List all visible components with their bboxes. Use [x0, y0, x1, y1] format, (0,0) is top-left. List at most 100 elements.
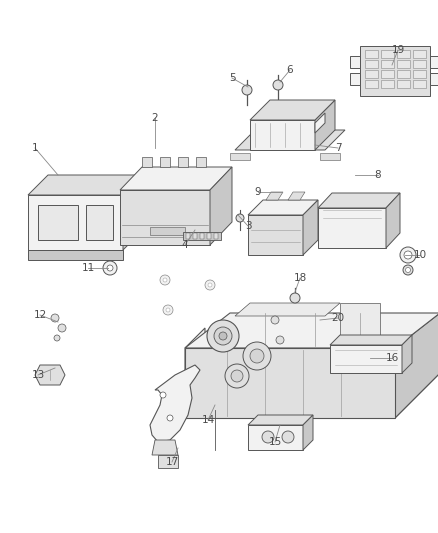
- Polygon shape: [35, 365, 65, 385]
- Bar: [413, 50, 426, 58]
- Circle shape: [276, 336, 284, 344]
- Text: 12: 12: [33, 310, 46, 320]
- Polygon shape: [320, 153, 340, 160]
- Polygon shape: [315, 100, 335, 150]
- Polygon shape: [196, 157, 206, 167]
- Polygon shape: [288, 192, 305, 200]
- Polygon shape: [158, 455, 178, 468]
- Polygon shape: [160, 157, 170, 167]
- Polygon shape: [350, 73, 360, 85]
- Polygon shape: [295, 332, 345, 360]
- Circle shape: [54, 335, 60, 341]
- Circle shape: [51, 314, 59, 322]
- Text: 1: 1: [32, 143, 38, 153]
- Text: 15: 15: [268, 437, 282, 447]
- Polygon shape: [178, 157, 188, 167]
- Polygon shape: [28, 250, 123, 260]
- Circle shape: [273, 80, 283, 90]
- Circle shape: [400, 247, 416, 263]
- Circle shape: [219, 332, 227, 340]
- Polygon shape: [28, 175, 143, 195]
- Circle shape: [231, 370, 243, 382]
- Circle shape: [214, 327, 232, 345]
- Circle shape: [236, 214, 244, 222]
- Bar: [381, 50, 394, 58]
- Polygon shape: [150, 365, 200, 442]
- Polygon shape: [248, 215, 303, 255]
- Bar: [186, 233, 190, 239]
- Text: 8: 8: [374, 170, 381, 180]
- Text: 18: 18: [293, 273, 307, 283]
- Polygon shape: [350, 56, 360, 68]
- Text: 6: 6: [287, 65, 293, 75]
- Polygon shape: [303, 415, 313, 450]
- Polygon shape: [250, 100, 335, 120]
- Circle shape: [225, 364, 249, 388]
- Bar: [150, 227, 185, 235]
- Polygon shape: [250, 120, 315, 150]
- Polygon shape: [28, 195, 123, 250]
- Circle shape: [163, 278, 167, 282]
- Polygon shape: [235, 130, 345, 150]
- Circle shape: [205, 280, 215, 290]
- Polygon shape: [330, 345, 402, 373]
- Polygon shape: [248, 415, 313, 425]
- Polygon shape: [248, 200, 318, 215]
- Text: 7: 7: [335, 143, 341, 153]
- Circle shape: [167, 415, 173, 421]
- Polygon shape: [235, 303, 340, 316]
- Circle shape: [404, 251, 412, 259]
- Text: 16: 16: [385, 353, 399, 363]
- Bar: [207, 233, 211, 239]
- Circle shape: [282, 431, 294, 443]
- Polygon shape: [303, 200, 318, 255]
- Text: 13: 13: [32, 370, 45, 380]
- Bar: [381, 60, 394, 68]
- Text: 9: 9: [254, 187, 261, 197]
- Polygon shape: [395, 313, 438, 418]
- Bar: [214, 233, 218, 239]
- Polygon shape: [430, 73, 438, 85]
- Bar: [193, 233, 197, 239]
- Polygon shape: [430, 56, 438, 68]
- Bar: [365, 70, 378, 78]
- Circle shape: [262, 431, 274, 443]
- Polygon shape: [86, 205, 113, 240]
- Bar: [397, 50, 410, 58]
- Text: 3: 3: [245, 221, 251, 231]
- Polygon shape: [185, 328, 205, 408]
- Polygon shape: [185, 373, 438, 418]
- Polygon shape: [142, 157, 152, 167]
- Circle shape: [271, 316, 279, 324]
- Polygon shape: [318, 193, 400, 208]
- Bar: [365, 60, 378, 68]
- Text: 19: 19: [392, 45, 405, 55]
- Circle shape: [242, 85, 252, 95]
- Polygon shape: [123, 175, 143, 250]
- Text: 5: 5: [229, 73, 235, 83]
- Text: 14: 14: [201, 415, 215, 425]
- Polygon shape: [340, 303, 380, 336]
- Polygon shape: [315, 113, 325, 133]
- Polygon shape: [230, 153, 250, 160]
- Circle shape: [107, 265, 113, 271]
- Polygon shape: [330, 335, 412, 345]
- Polygon shape: [318, 208, 386, 248]
- Polygon shape: [295, 320, 357, 332]
- Bar: [183, 232, 221, 240]
- Text: 20: 20: [332, 313, 345, 323]
- Bar: [413, 80, 426, 88]
- Text: 2: 2: [152, 113, 158, 123]
- Circle shape: [208, 283, 212, 287]
- Bar: [365, 80, 378, 88]
- Circle shape: [243, 342, 271, 370]
- Circle shape: [290, 293, 300, 303]
- Circle shape: [103, 261, 117, 275]
- Polygon shape: [386, 193, 400, 248]
- Circle shape: [58, 324, 66, 332]
- Bar: [200, 233, 204, 239]
- Bar: [397, 80, 410, 88]
- Text: 17: 17: [166, 457, 179, 467]
- Bar: [397, 70, 410, 78]
- Circle shape: [403, 265, 413, 275]
